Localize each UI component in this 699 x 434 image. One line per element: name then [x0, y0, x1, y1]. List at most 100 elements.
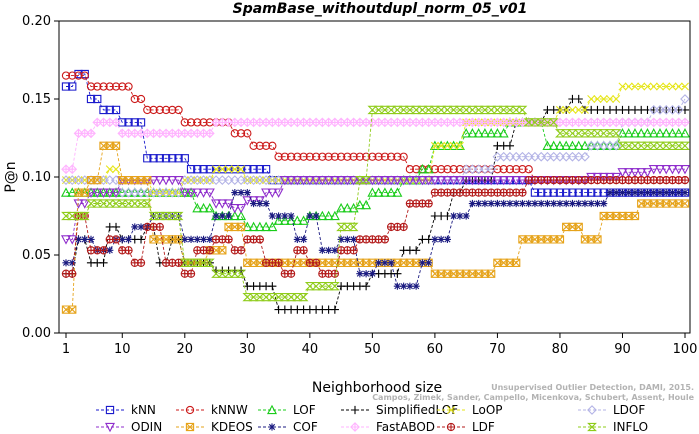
data-point	[386, 187, 397, 197]
data-point	[525, 199, 533, 208]
data-point	[293, 152, 302, 161]
data-point	[242, 196, 253, 206]
data-point	[106, 246, 114, 254]
data-point	[404, 175, 415, 186]
data-point	[381, 259, 389, 267]
data-point	[448, 175, 459, 186]
data-point	[668, 189, 677, 197]
data-point	[675, 189, 683, 197]
data-point	[536, 151, 547, 162]
data-point	[379, 175, 390, 186]
data-point	[293, 152, 302, 161]
data-point	[137, 259, 145, 267]
data-point	[393, 282, 401, 290]
data-point	[661, 105, 672, 115]
data-point	[367, 105, 378, 115]
data-point	[73, 175, 84, 185]
data-point	[679, 165, 691, 175]
data-point	[242, 292, 253, 302]
data-point	[681, 82, 689, 91]
legend-marker	[587, 422, 597, 432]
data-point	[229, 175, 240, 185]
data-point	[461, 105, 472, 115]
data-point	[68, 259, 76, 267]
data-point	[111, 141, 121, 150]
data-point	[442, 175, 453, 186]
data-point	[354, 199, 365, 210]
data-point	[392, 187, 403, 197]
data-point	[142, 199, 153, 208]
data-point	[550, 199, 558, 208]
data-point	[467, 105, 478, 115]
data-point	[218, 165, 227, 174]
data-point	[199, 235, 208, 243]
data-point	[368, 270, 376, 278]
data-point	[268, 212, 276, 220]
data-point	[204, 202, 215, 213]
data-point	[111, 105, 121, 115]
data-point	[198, 202, 209, 213]
data-point	[198, 175, 209, 185]
data-point	[356, 270, 364, 278]
data-point	[111, 188, 122, 198]
data-point	[368, 270, 376, 278]
data-point	[580, 105, 589, 114]
legend-label: kNN	[131, 403, 156, 417]
data-point	[573, 129, 584, 138]
data-point	[373, 187, 384, 197]
data-point	[355, 152, 365, 161]
data-point	[129, 187, 140, 198]
data-point	[411, 105, 422, 115]
data-point	[505, 151, 515, 162]
data-point	[331, 270, 339, 278]
data-point	[217, 199, 228, 209]
data-point	[292, 215, 303, 225]
data-point	[180, 118, 189, 127]
legend-marker	[447, 406, 455, 414]
data-point	[99, 246, 108, 255]
data-point	[286, 215, 297, 225]
data-point	[174, 258, 183, 267]
legend-marker	[268, 423, 276, 431]
data-point	[268, 212, 276, 220]
data-point	[630, 211, 640, 221]
data-point	[356, 270, 364, 278]
data-point	[292, 215, 303, 225]
data-point	[542, 151, 553, 162]
data-point	[325, 246, 333, 254]
legend-label: LoOP	[472, 403, 503, 417]
data-point	[673, 128, 684, 138]
data-point	[242, 292, 253, 302]
data-point	[286, 152, 296, 161]
data-point	[479, 128, 490, 138]
data-point	[229, 210, 240, 221]
data-point	[148, 187, 159, 198]
data-point	[330, 305, 339, 314]
data-point	[248, 196, 259, 206]
data-point	[436, 175, 447, 186]
y-tick-label: 0.00	[22, 326, 51, 341]
data-point	[475, 199, 483, 208]
data-point	[361, 152, 371, 161]
data-point	[255, 235, 264, 244]
data-point	[349, 152, 358, 161]
data-point	[248, 196, 259, 206]
data-point	[668, 189, 677, 197]
data-point	[136, 235, 146, 244]
data-point	[167, 187, 178, 198]
data-point	[298, 175, 309, 186]
series-line	[66, 75, 685, 181]
data-point	[500, 199, 508, 208]
data-point	[486, 105, 497, 115]
data-point	[417, 175, 428, 186]
data-point	[567, 151, 578, 162]
data-point	[486, 105, 497, 115]
data-point	[437, 235, 445, 243]
data-point	[143, 175, 152, 185]
data-point	[273, 215, 284, 225]
data-point	[261, 221, 272, 232]
legend: kNN kNNW LOF SimplifiedLOF LoOP LDOF ODIN KDEOS…	[96, 403, 648, 434]
data-point	[243, 189, 251, 197]
x-tick-label: 1	[62, 342, 70, 357]
data-point	[104, 199, 115, 208]
